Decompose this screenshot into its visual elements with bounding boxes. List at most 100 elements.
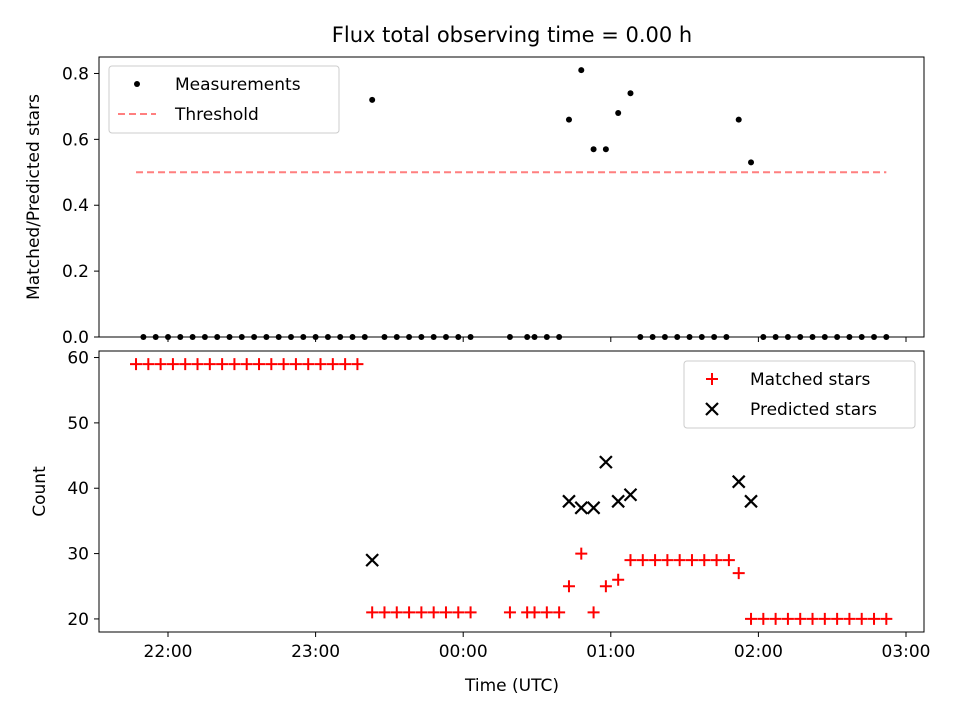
measurement-point: [556, 334, 563, 340]
matched-star-point: [698, 554, 711, 567]
measurement-point: [748, 159, 755, 166]
matched-star-point: [599, 580, 612, 593]
measurement-point: [506, 334, 513, 340]
predicted-star-point: [562, 494, 576, 509]
matched-star-point: [868, 612, 881, 625]
measurement-point: [674, 334, 681, 340]
matched-star-point: [794, 612, 807, 625]
y-tick-label: 50: [67, 414, 89, 434]
legend-label: Matched stars: [750, 370, 870, 390]
matched-star-point: [191, 358, 204, 371]
measurement-point: [524, 334, 531, 340]
matched-star-point: [390, 606, 403, 619]
matched-star-point: [732, 567, 745, 580]
matched-star-point: [403, 606, 416, 619]
x-tick-label: 22:00: [144, 642, 193, 662]
measurement-point: [337, 334, 344, 340]
matched-star-point: [636, 554, 649, 567]
y-axis-label: Count: [30, 466, 50, 517]
measurement-point: [467, 334, 474, 340]
measurement-point: [809, 334, 816, 340]
y-tick-label: 0.8: [62, 64, 89, 84]
predicted-star-point: [586, 501, 601, 515]
measurement-point: [226, 334, 233, 340]
x-axis-label: Time (UTC): [464, 676, 559, 696]
matched-star-point: [179, 358, 192, 371]
matched-star-point: [575, 547, 588, 560]
predicted-star-point: [611, 494, 625, 509]
measurement-point: [275, 334, 282, 340]
matched-star-point: [880, 612, 893, 625]
measurement-point: [565, 116, 572, 123]
chart-title: Flux total observing time = 0.00 h: [332, 23, 692, 47]
matched-star-point: [855, 612, 868, 625]
matched-star-point: [265, 358, 278, 371]
measurement-point: [430, 334, 437, 340]
y-tick-label: 30: [67, 545, 89, 565]
predicted-star-point: [623, 487, 638, 502]
measurement-point: [760, 334, 767, 340]
matched-star-point: [378, 606, 391, 619]
measurement-point: [152, 334, 159, 340]
legend-box: [108, 65, 340, 134]
matched-star-point: [649, 554, 662, 567]
y-axis-label: Matched/Predicted stars: [24, 94, 44, 300]
measurement-point: [883, 334, 890, 340]
measurement-point: [214, 334, 221, 340]
measurement-point: [543, 334, 550, 340]
matched-star-point: [253, 358, 266, 371]
matched-star-point: [130, 358, 143, 371]
matched-star-point: [302, 358, 315, 371]
measurement-point: [858, 334, 865, 340]
matched-star-point: [216, 358, 229, 371]
x-tick-label: 03:00: [882, 642, 931, 662]
measurement-point: [381, 334, 388, 340]
measurement-point: [637, 334, 644, 340]
matched-star-point: [661, 554, 674, 567]
matched-star-point: [240, 358, 253, 371]
measurement-point: [735, 116, 742, 123]
panel-count: 22:00 23:00 00:00 01:00 02:00 03:00 20 30 40 50 60…: [30, 349, 931, 662]
matched-star-point: [439, 606, 452, 619]
legend-marker-matched: [706, 373, 718, 385]
matched-star-point: [464, 606, 477, 619]
matched-star-point: [351, 358, 364, 371]
measurement-point: [288, 334, 294, 340]
matched-star-point: [673, 554, 686, 567]
measurement-point: [834, 334, 841, 340]
measurement-point: [531, 334, 538, 340]
measurement-point: [661, 334, 668, 340]
measurement-point: [442, 334, 449, 340]
matched-star-point: [540, 606, 553, 619]
measurement-point: [300, 334, 307, 340]
x-tick-label: 23:00: [291, 642, 340, 662]
matched-star-point: [843, 612, 856, 625]
matched-star-point: [722, 554, 735, 567]
matched-star-point: [154, 358, 167, 371]
measurement-point: [615, 110, 622, 116]
measurement-point: [251, 334, 258, 340]
legend-label: Predicted stars: [750, 400, 877, 420]
measurement-point: [324, 334, 331, 340]
matched-star-point: [831, 612, 844, 625]
measurement-point: [871, 334, 878, 340]
measurement-point: [165, 334, 171, 340]
predicted-star-point: [365, 553, 379, 567]
matched-star-point: [427, 606, 440, 619]
measurement-point: [312, 334, 319, 340]
matched-star-point: [806, 612, 819, 625]
matched-star-point: [685, 554, 698, 567]
measurement-point: [686, 334, 693, 340]
matched-star-point: [339, 358, 352, 371]
x-tick-label: 01:00: [586, 642, 635, 662]
y-tick-label: 0.0: [62, 328, 89, 348]
matched-star-point: [745, 612, 758, 625]
measurement-point: [418, 334, 425, 340]
measurement-point: [263, 334, 270, 340]
x-tick-label: 02:00: [734, 642, 783, 662]
y-tick-label: 0.6: [62, 130, 89, 150]
matched-star-point: [503, 606, 516, 619]
measurement-point: [821, 334, 828, 340]
measurement-point: [455, 334, 462, 340]
